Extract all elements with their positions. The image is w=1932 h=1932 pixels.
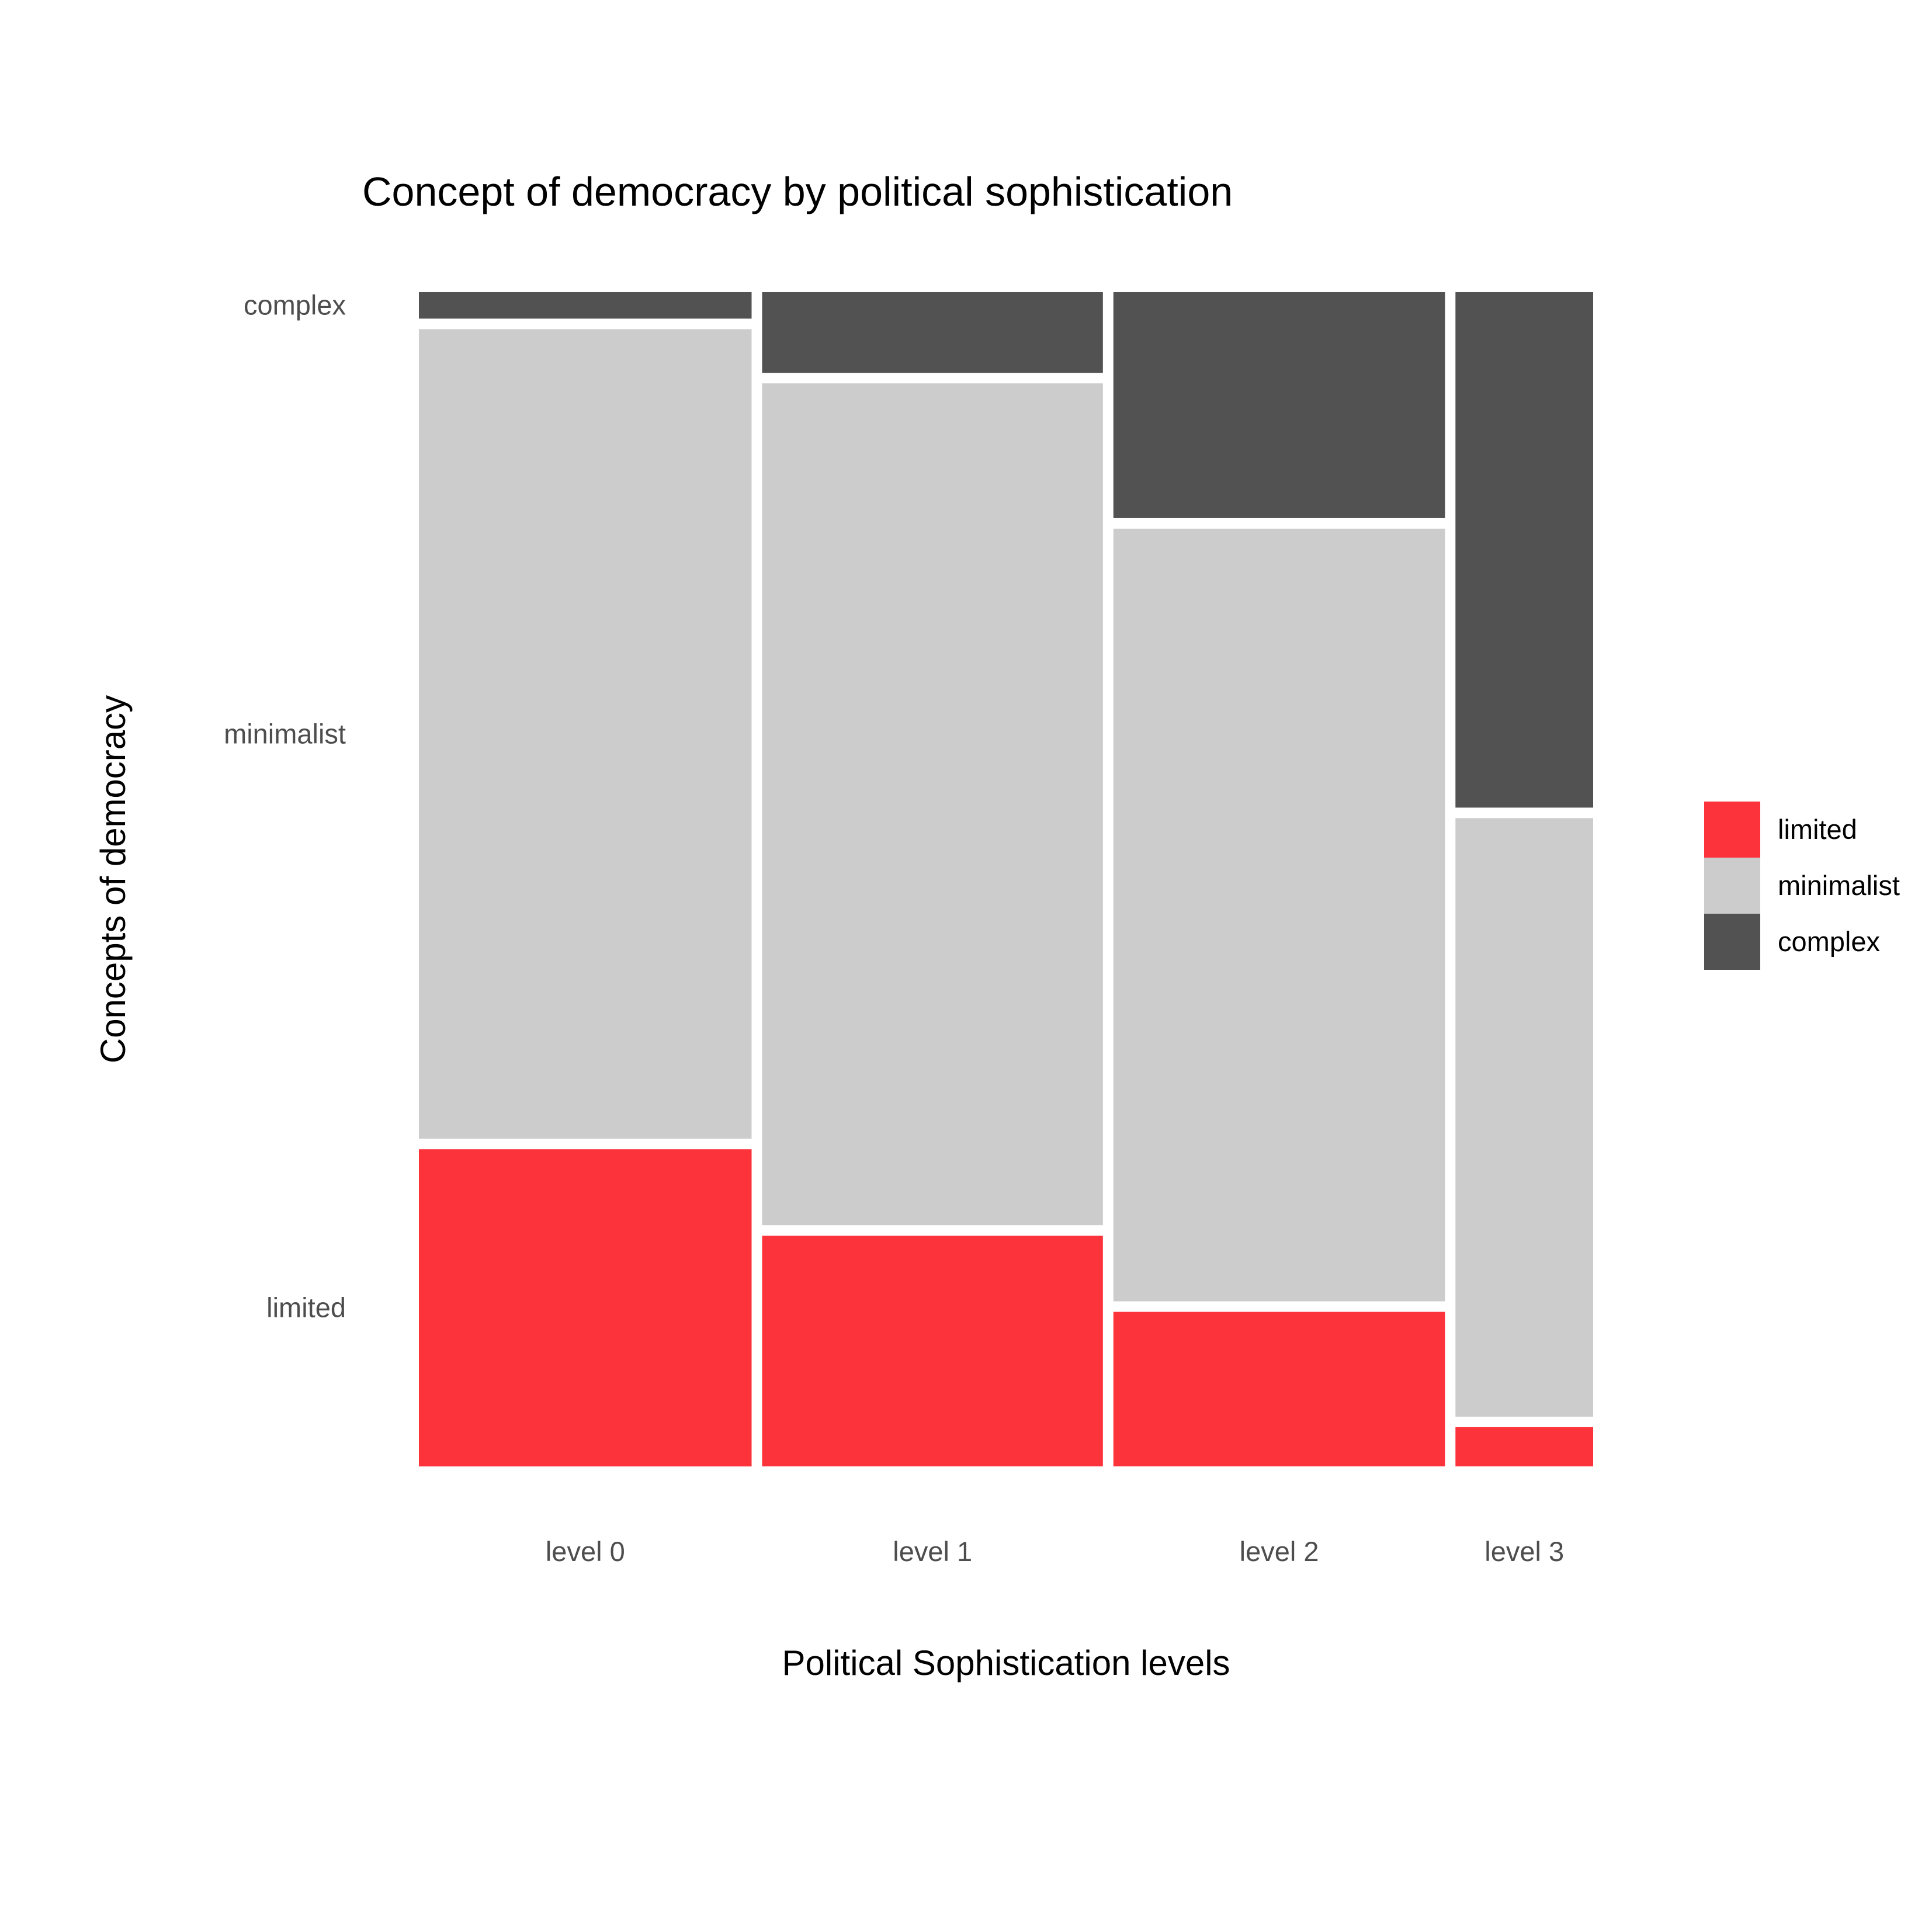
chart-title: Concept of democracy by political sophis… — [362, 169, 1233, 214]
x-tick-label: level 1 — [893, 1536, 972, 1567]
y-axis-title: Concepts of democracy — [93, 695, 133, 1063]
mosaic-tile-minimalist-level-2 — [1113, 528, 1445, 1302]
x-axis-title: Political Sophistication levels — [782, 1643, 1230, 1683]
mosaic-tile-minimalist-level-0 — [419, 329, 752, 1139]
legend-label-limited: limited — [1778, 814, 1857, 845]
x-tick-label: level 2 — [1240, 1536, 1319, 1567]
mosaic-tile-minimalist-level-1 — [762, 383, 1103, 1226]
mosaic-tile-complex-level-3 — [1455, 292, 1593, 808]
x-tick-label: level 0 — [546, 1536, 625, 1567]
legend-label-complex: complex — [1778, 926, 1880, 957]
legend-label-minimalist: minimalist — [1778, 870, 1900, 901]
mosaic-tile-complex-level-0 — [419, 292, 752, 319]
legend-key-limited — [1704, 802, 1760, 858]
y-tick-label: minimalist — [224, 718, 346, 749]
y-tick-label: complex — [244, 290, 346, 321]
mosaic-tile-limited-level-3 — [1455, 1427, 1593, 1466]
plot-panel — [419, 292, 1593, 1467]
y-tick-label: limited — [266, 1292, 346, 1323]
legend-key-complex — [1704, 914, 1760, 970]
mosaic-tile-limited-level-1 — [762, 1236, 1103, 1466]
x-tick-label: level 3 — [1484, 1536, 1564, 1567]
mosaic-tile-limited-level-0 — [419, 1149, 752, 1467]
mosaic-tile-limited-level-2 — [1113, 1312, 1445, 1466]
mosaic-tile-complex-level-2 — [1113, 292, 1445, 518]
mosaic-tile-complex-level-1 — [762, 292, 1103, 373]
mosaic-tile-minimalist-level-3 — [1455, 818, 1593, 1417]
x-axis-tick-labels: level 0 level 1 level 2 level 3 — [546, 1536, 1564, 1567]
y-axis-tick-labels: limited minimalist complex — [224, 290, 346, 1323]
legend: limited minimalist complex — [1704, 802, 1900, 970]
legend-key-minimalist — [1704, 858, 1760, 914]
